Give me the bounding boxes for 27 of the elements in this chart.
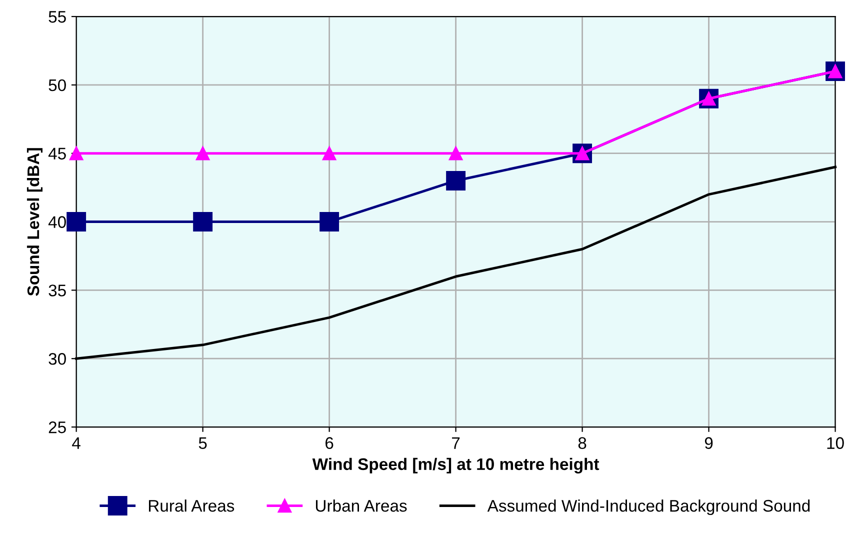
- x-tick-label: 10: [827, 437, 844, 449]
- point: [66, 212, 86, 232]
- x-tick-label: 4: [72, 437, 80, 449]
- point: [320, 212, 340, 232]
- point: [193, 212, 213, 232]
- y-axis-title: Sound Level [dBA]: [26, 148, 43, 296]
- point: [322, 146, 336, 160]
- y-tick-label: 30: [48, 353, 66, 365]
- y-tick-label: 40: [48, 216, 66, 228]
- point: [69, 146, 84, 160]
- y-tick-label: 55: [48, 11, 66, 23]
- point: [196, 146, 210, 160]
- x-tick-label: 9: [704, 437, 713, 449]
- x-axis-title: Wind Speed [m/s] at 10 metre height: [312, 458, 600, 474]
- x-tick-label: 7: [452, 437, 460, 449]
- legend-label: Urban Areas: [316, 499, 407, 512]
- y-tick-label: 25: [48, 421, 66, 434]
- x-tick-label: 5: [198, 437, 207, 449]
- x-tick-label: 6: [326, 437, 334, 449]
- x-tick-label: 8: [578, 437, 586, 449]
- y-tick-label: 50: [48, 79, 66, 92]
- point: [446, 171, 466, 190]
- y-tick-label: 35: [48, 284, 66, 296]
- legend-label: Assumed Wind-Induced Background Sound: [487, 499, 810, 516]
- y-tick-label: 45: [48, 148, 66, 160]
- legend-label: Rural Areas: [148, 499, 234, 512]
- point: [448, 146, 463, 160]
